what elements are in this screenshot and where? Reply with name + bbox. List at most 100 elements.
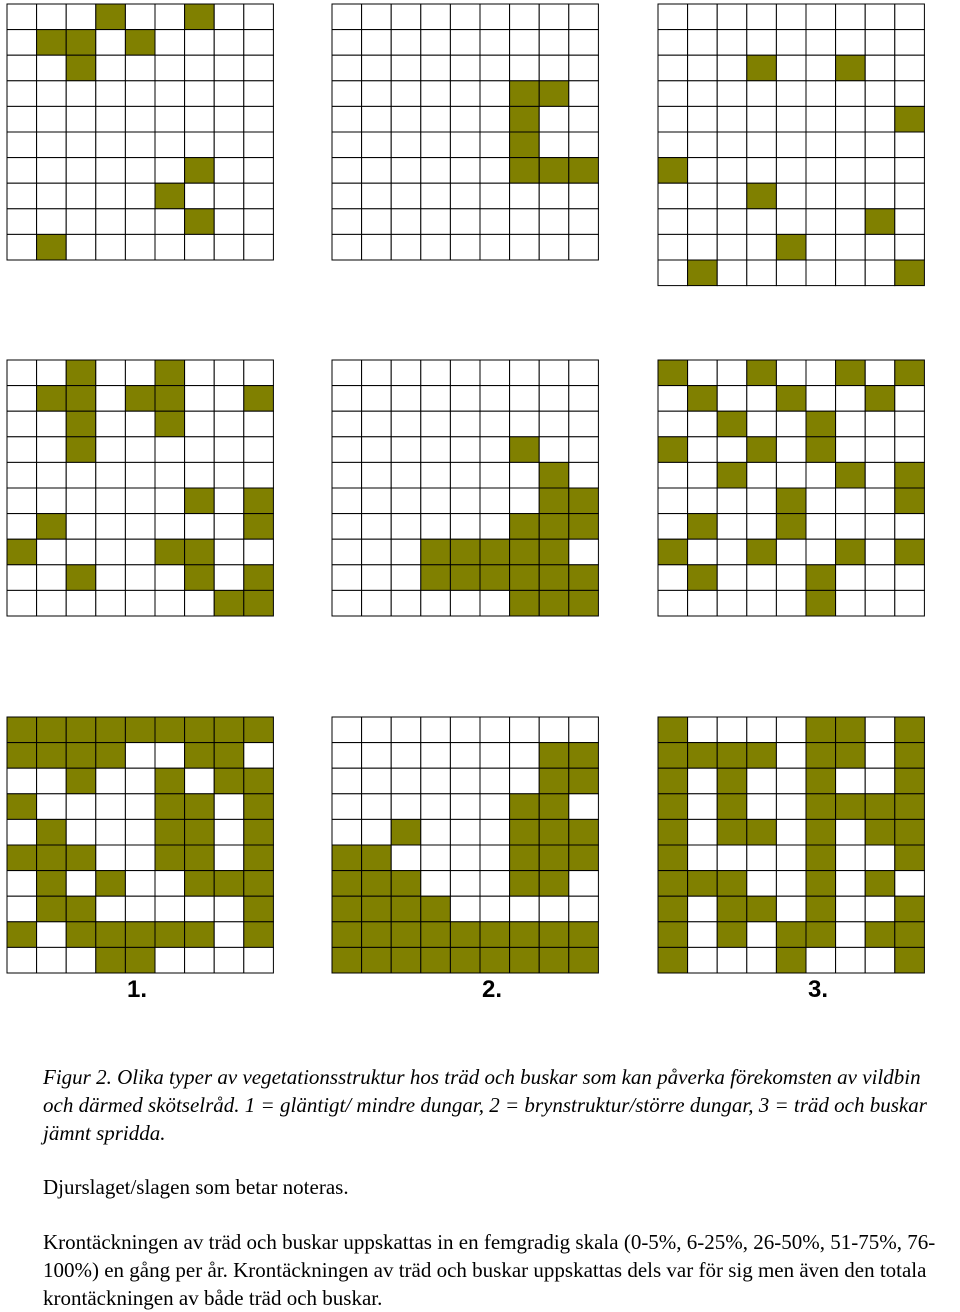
empty-cell (124, 410, 156, 438)
filled-cell (687, 385, 718, 412)
empty-cell (361, 742, 392, 769)
filled-cell (746, 54, 777, 82)
empty-cell (538, 29, 570, 56)
empty-cell (213, 487, 245, 515)
filled-cell (538, 487, 570, 515)
empty-cell (538, 716, 570, 744)
empty-cell (213, 385, 245, 412)
empty-cell (716, 131, 748, 159)
empty-cell (687, 157, 718, 184)
empty-cell (716, 436, 748, 463)
empty-cell (894, 80, 925, 107)
filled-cell (538, 80, 570, 107)
empty-cell (213, 436, 245, 463)
empty-cell (184, 513, 215, 540)
empty-cell (775, 359, 807, 387)
empty-cell (479, 54, 511, 82)
empty-cell (6, 461, 38, 489)
empty-cell (657, 3, 689, 31)
empty-cell (746, 385, 777, 412)
empty-cell (568, 359, 599, 387)
filled-cell (716, 870, 748, 897)
empty-cell (864, 564, 896, 591)
empty-cell (805, 3, 837, 31)
empty-cell (509, 767, 540, 795)
empty-cell (716, 259, 748, 287)
empty-cell (449, 208, 481, 235)
empty-cell (864, 767, 896, 795)
empty-cell (184, 589, 215, 617)
empty-cell (894, 182, 925, 210)
empty-cell (390, 793, 422, 820)
filled-cell (687, 259, 718, 287)
filled-cell (154, 538, 186, 566)
empty-cell (420, 513, 451, 540)
empty-cell (746, 487, 777, 515)
empty-cell (420, 461, 451, 489)
filled-cell (420, 538, 451, 566)
empty-cell (36, 436, 67, 463)
empty-cell (687, 80, 718, 107)
empty-cell (687, 921, 718, 948)
empty-cell (95, 157, 126, 184)
empty-cell (449, 513, 481, 540)
empty-cell (390, 513, 422, 540)
empty-cell (716, 359, 748, 387)
filled-cell (657, 844, 689, 872)
empty-cell (805, 105, 837, 133)
grid-7 (6, 716, 274, 974)
empty-cell (775, 208, 807, 235)
filled-cell (509, 157, 540, 184)
filled-cell (243, 487, 274, 515)
empty-cell (835, 157, 866, 184)
filled-cell (657, 946, 689, 974)
empty-cell (716, 182, 748, 210)
empty-cell (538, 410, 570, 438)
filled-cell (243, 844, 274, 872)
empty-cell (864, 487, 896, 515)
empty-cell (213, 921, 245, 948)
filled-cell (509, 870, 540, 897)
empty-cell (746, 767, 777, 795)
filled-cell (154, 921, 186, 948)
filled-cell (568, 564, 599, 591)
empty-cell (184, 946, 215, 974)
filled-cell (6, 716, 38, 744)
filled-cell (716, 767, 748, 795)
empty-cell (154, 946, 186, 974)
empty-cell (124, 436, 156, 463)
filled-cell (184, 3, 215, 31)
empty-cell (331, 461, 363, 489)
filled-cell (154, 182, 186, 210)
empty-cell (538, 359, 570, 387)
empty-cell (6, 54, 38, 82)
filled-cell (835, 54, 866, 82)
empty-cell (864, 29, 896, 56)
empty-cell (390, 538, 422, 566)
empty-cell (361, 233, 392, 261)
empty-cell (420, 105, 451, 133)
empty-cell (36, 564, 67, 591)
filled-cell (65, 436, 97, 463)
filled-cell (449, 564, 481, 591)
empty-cell (124, 359, 156, 387)
empty-cell (95, 80, 126, 107)
empty-cell (716, 538, 748, 566)
empty-cell (420, 844, 451, 872)
empty-cell (36, 410, 67, 438)
filled-cell (243, 385, 274, 412)
empty-cell (687, 844, 718, 872)
empty-cell (687, 208, 718, 235)
empty-cell (390, 3, 422, 31)
empty-cell (746, 233, 777, 261)
filled-cell (509, 131, 540, 159)
empty-cell (835, 844, 866, 872)
empty-cell (243, 742, 274, 769)
empty-cell (95, 818, 126, 846)
empty-cell (509, 182, 540, 210)
empty-cell (775, 818, 807, 846)
empty-cell (805, 208, 837, 235)
empty-cell (95, 105, 126, 133)
empty-cell (95, 513, 126, 540)
empty-cell (805, 182, 837, 210)
